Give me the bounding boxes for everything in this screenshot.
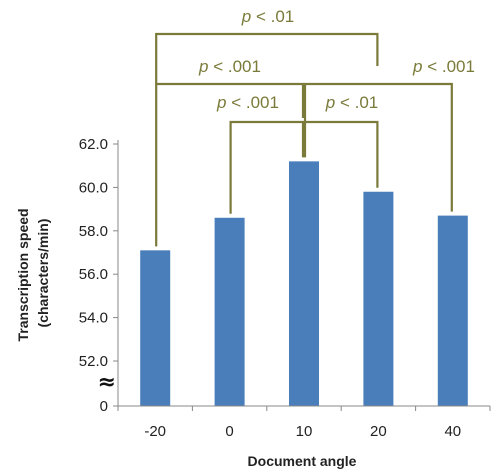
p-threshold: < .01 xyxy=(335,93,378,112)
p-threshold: < .001 xyxy=(209,57,261,76)
p-symbol: p xyxy=(412,57,422,76)
significance-bracket: p < .001 xyxy=(303,57,475,212)
significance-label: p < .01 xyxy=(241,7,294,26)
axis-break-symbol: ≈ xyxy=(98,370,116,395)
bracket-line xyxy=(155,82,305,247)
significance-bracket: p < .01 xyxy=(303,93,379,188)
significance-bracket: p < .001 xyxy=(155,57,305,247)
bracket-line xyxy=(303,82,453,212)
x-tick-label: 0 xyxy=(225,423,233,440)
y-axis-title: Transcription speed (characters/min) xyxy=(15,205,51,342)
x-tick-label: 40 xyxy=(444,423,461,440)
bar--20 xyxy=(140,250,171,406)
bar-0 xyxy=(214,217,245,406)
y-tick-label-zero: 0 xyxy=(100,398,108,415)
significance-label: p < .01 xyxy=(325,93,378,112)
significance-bracket: p < .001 xyxy=(216,93,305,214)
p-symbol: p xyxy=(325,93,335,112)
significance-bracket: p < .01 xyxy=(155,7,379,84)
y-tick-label: 52.0 xyxy=(79,353,108,370)
y-axis-title-line-2: (characters/min) xyxy=(35,219,51,328)
bar-40 xyxy=(437,215,468,406)
significance-label: p < .001 xyxy=(412,57,475,76)
bracket-line xyxy=(229,120,305,214)
p-threshold: < .001 xyxy=(227,93,279,112)
p-symbol: p xyxy=(198,57,208,76)
bar-10 xyxy=(289,161,319,406)
significance-label: p < .001 xyxy=(198,57,261,76)
bracket-line xyxy=(155,32,379,84)
y-tick-label: 54.0 xyxy=(79,310,108,327)
y-tick-label: 62.0 xyxy=(79,136,108,153)
p-symbol: p xyxy=(216,93,226,112)
p-threshold: < .001 xyxy=(423,57,475,76)
y-tick-label: 56.0 xyxy=(79,266,108,283)
y-tick-label: 60.0 xyxy=(79,179,108,196)
x-tick-label: -20 xyxy=(144,423,166,440)
p-symbol: p xyxy=(241,7,251,26)
x-tick-label: 10 xyxy=(296,423,313,440)
p-threshold: < .01 xyxy=(251,7,294,26)
axes: 62.0 60.0 58.0 56.0 54.0 52.0 0 ≈ -20 0 10 20 40 xyxy=(79,136,491,440)
significance-label: p < .001 xyxy=(216,93,279,112)
y-axis-title-line-1: Transcription speed xyxy=(15,208,31,341)
y-tick-label: 58.0 xyxy=(79,223,108,240)
x-axis-title: Document angle xyxy=(248,453,357,469)
bracket-line xyxy=(303,120,379,188)
bars xyxy=(140,161,468,406)
bar-20 xyxy=(363,191,394,406)
x-tick-label: 20 xyxy=(370,423,387,440)
